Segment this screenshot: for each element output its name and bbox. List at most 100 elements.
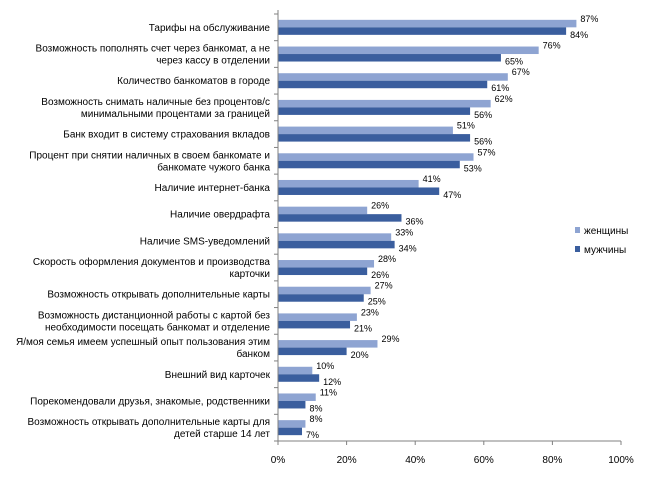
legend-label-women: женщины	[584, 226, 628, 237]
category-label: Возможность открывать дополнительные кар…	[27, 417, 270, 428]
bar-women	[278, 99, 491, 108]
value-label-women: 62%	[495, 94, 513, 104]
category-label: Количество банкоматов в городе	[117, 75, 270, 87]
category-label: Банк входит в систему страхования вкладо…	[63, 130, 270, 141]
value-label-men: 61%	[491, 83, 509, 93]
bar-men	[278, 134, 471, 142]
bar-men	[278, 320, 351, 329]
bar-men	[278, 400, 306, 409]
bar-women	[278, 286, 371, 295]
bar-men	[278, 427, 303, 436]
category-labels-group: Тарифы на обслуживание Возможность пополн…	[16, 22, 271, 440]
legend-swatch-women	[575, 227, 580, 233]
bar-women	[278, 179, 419, 188]
value-label-men: 7%	[306, 430, 319, 440]
value-label-men: 65%	[505, 57, 523, 67]
bar-women	[278, 340, 378, 348]
category-label: банком	[236, 348, 270, 360]
category-label: Возможность пополнять счет через банкома…	[36, 43, 271, 55]
value-label-women: 26%	[371, 201, 389, 211]
category-label: Я/моя семья имеем успешный опыт пользова…	[16, 337, 270, 348]
value-label-men: 8%	[309, 403, 322, 413]
value-label-women: 11%	[320, 387, 337, 397]
category-label: Возможность открывать дополнительные кар…	[47, 290, 270, 301]
category-label: Порекомендовали друзья, знакомые, родств…	[30, 396, 270, 407]
value-label-men: 36%	[405, 217, 423, 227]
category-label: банкомате чужого банка	[157, 161, 270, 173]
bar-men	[278, 294, 364, 302]
value-label-women: 23%	[361, 307, 379, 317]
value-label-men: 53%	[464, 163, 482, 173]
x-tick-label: 60%	[474, 455, 494, 466]
bar-men	[278, 160, 460, 169]
bar-men	[278, 267, 368, 276]
value-label-women: 10%	[316, 361, 334, 371]
category-label: карточки	[230, 269, 270, 280]
bar-women	[278, 233, 392, 241]
x-tick-label: 40%	[405, 455, 425, 466]
category-label: Возможность снимать наличные без процент…	[41, 96, 270, 108]
bar-women	[278, 420, 306, 428]
value-label-women: 33%	[395, 227, 413, 237]
value-label-women: 57%	[478, 147, 496, 157]
category-label: Тарифы на обслуживание	[149, 22, 271, 34]
value-label-women: 67%	[512, 67, 530, 77]
bar-men	[278, 214, 402, 222]
value-label-men: 21%	[354, 323, 372, 333]
category-label: Процент при снятии наличных в своем банк…	[29, 149, 270, 161]
value-label-men: 25%	[368, 297, 386, 307]
x-tick-label: 100%	[608, 455, 634, 466]
value-label-men: 12%	[323, 377, 341, 387]
category-label: Возможность дистанционной работы с карто…	[38, 309, 271, 321]
bar-women	[278, 206, 368, 215]
value-label-women: 87%	[580, 14, 598, 24]
category-label: Скорость оформления документов и произво…	[33, 256, 271, 268]
bar-women	[278, 126, 453, 135]
bar-men	[278, 107, 471, 115]
category-label: Наличие интернет-банка	[155, 182, 271, 194]
bar-men	[278, 240, 395, 249]
x-tick-label: 20%	[337, 455, 357, 466]
category-label: Наличие овердрафта	[170, 209, 270, 221]
value-label-men: 84%	[570, 30, 588, 40]
value-label-women: 8%	[309, 414, 322, 424]
value-label-women: 28%	[378, 254, 396, 264]
category-label: минимальными процентами за границей	[81, 109, 270, 120]
value-label-men: 26%	[371, 270, 389, 280]
bars-group	[278, 19, 577, 436]
value-label-men: 56%	[474, 137, 492, 147]
bar-men	[278, 80, 488, 89]
category-label: через кассу в отделении	[156, 56, 270, 67]
value-label-women: 41%	[423, 174, 441, 184]
category-label: необходимости посещать банкомат и отделе…	[45, 321, 270, 333]
bar-women	[278, 46, 539, 55]
bar-women	[278, 260, 375, 268]
legend-swatch-men	[575, 246, 580, 252]
bar-women	[278, 313, 357, 321]
x-axis: 0% 20% 40% 60% 80% 100%	[271, 10, 634, 466]
value-label-men: 56%	[474, 110, 492, 120]
bar-women	[278, 366, 313, 375]
bar-women	[278, 393, 316, 401]
bar-women	[278, 153, 474, 161]
value-label-men: 20%	[351, 350, 369, 360]
bar-men	[278, 187, 440, 195]
value-label-men: 47%	[443, 190, 461, 200]
value-label-men: 34%	[399, 243, 417, 253]
value-label-women: 76%	[543, 41, 561, 51]
bar-men	[278, 54, 501, 62]
legend-label-men: мужчины	[584, 245, 626, 256]
category-label: Наличие SMS-уведомлений	[140, 236, 270, 247]
category-label: Внешний вид карточек	[165, 370, 271, 381]
x-tick-label: 80%	[542, 455, 562, 466]
value-label-women: 51%	[457, 121, 475, 131]
value-label-women: 27%	[375, 281, 393, 291]
value-label-women: 29%	[381, 334, 399, 344]
bar-men	[278, 347, 347, 356]
bar-men	[278, 27, 567, 35]
value-labels-group: 87%84%76%65%67%61%62%56%51%56%57%53%41%4…	[306, 14, 598, 440]
bar-men	[278, 374, 320, 382]
category-label: детей старше 14 лет	[174, 429, 270, 440]
